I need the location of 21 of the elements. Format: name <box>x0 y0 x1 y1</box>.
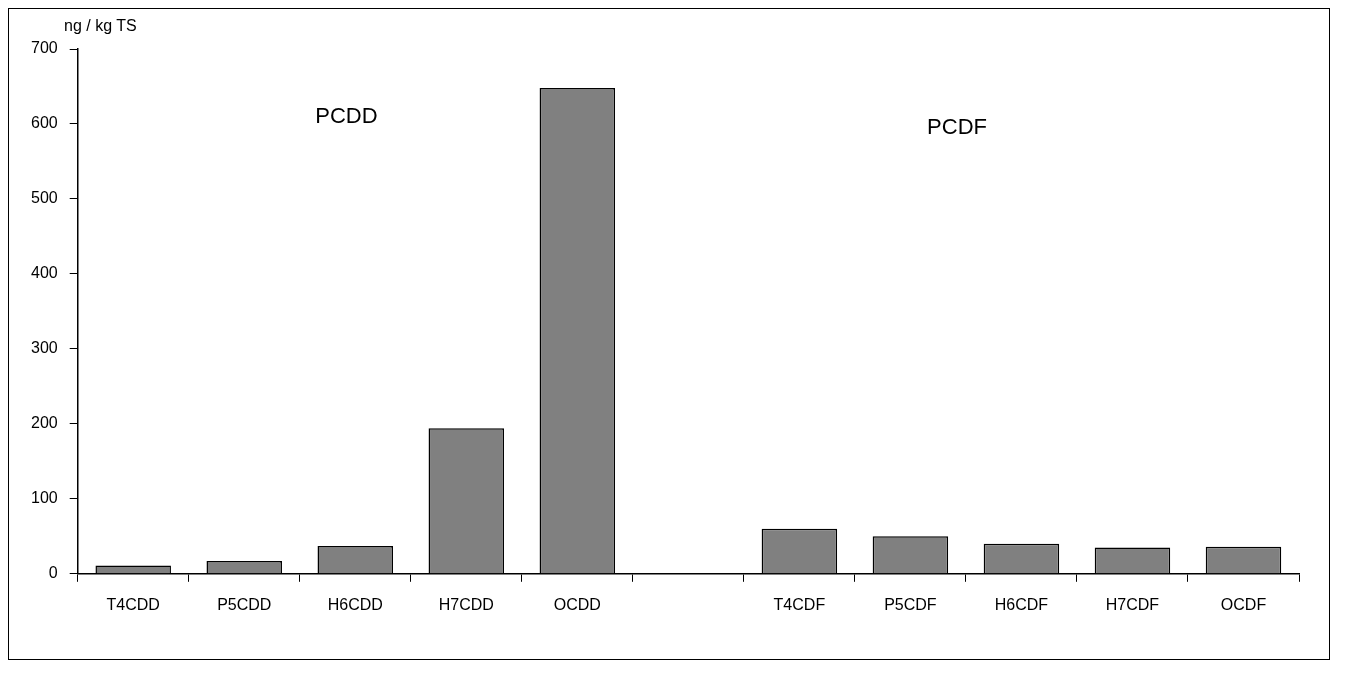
x-tick-label: T4CDF <box>773 595 826 613</box>
y-tick-label: 400 <box>30 264 58 282</box>
x-tick-label: P5CDF <box>884 595 937 613</box>
annotation: PCDD <box>315 103 378 129</box>
annotation: PCDF <box>927 113 987 139</box>
x-tick-label: H6CDF <box>994 595 1049 613</box>
x-tick-label: H7CDF <box>1105 595 1160 613</box>
y-tick-label: 200 <box>30 414 58 432</box>
x-tick-label: H7CDD <box>438 595 494 613</box>
y-tick-label: 300 <box>30 339 58 357</box>
x-tick-label: T4CDD <box>106 595 160 613</box>
x-tick-label: OCDF <box>1220 595 1267 613</box>
y-tick-label: 0 <box>48 564 58 582</box>
x-tick-label: OCDD <box>553 595 601 613</box>
x-tick-label: P5CDD <box>217 595 272 613</box>
y-axis-title: ng / kg TS <box>64 17 137 35</box>
y-tick-label: 600 <box>30 114 58 132</box>
y-tick-label: 500 <box>30 189 58 207</box>
y-tick-label: 700 <box>30 39 58 57</box>
x-tick-label: H6CDD <box>327 595 383 613</box>
y-tick-label: 100 <box>30 489 58 507</box>
